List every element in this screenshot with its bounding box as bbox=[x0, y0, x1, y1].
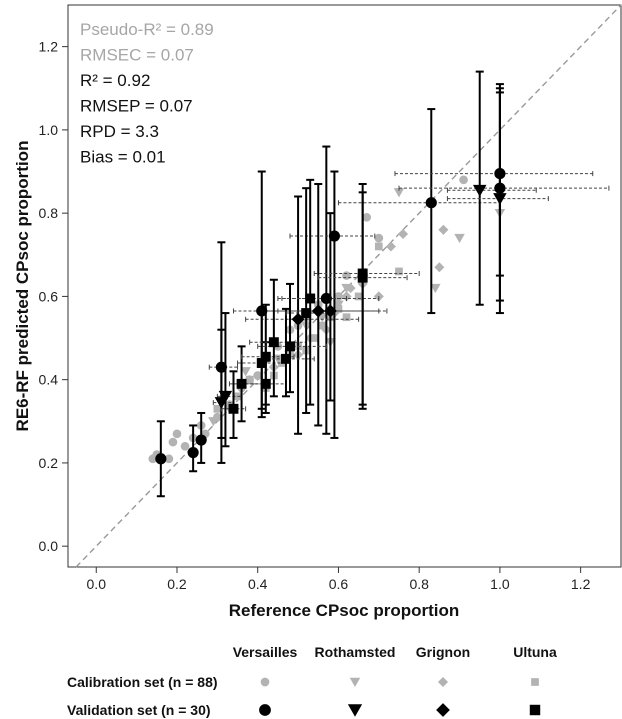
calibration-point-rothamsted bbox=[240, 367, 251, 377]
validation-point-versailles bbox=[328, 230, 340, 242]
plot-frame bbox=[67, 4, 622, 568]
legend-marker-versailles bbox=[259, 704, 271, 716]
validation-point-ultuna bbox=[301, 308, 312, 319]
y-tick-label: 0.6 bbox=[39, 288, 59, 304]
calibration-point-rothamsted bbox=[430, 283, 441, 294]
validation-point-rothamsted bbox=[493, 193, 507, 205]
validation-point-grignon bbox=[311, 304, 325, 318]
x-tick-label: 0.4 bbox=[248, 576, 268, 592]
x-axis-ticks: 0.0 0.2 0.4 0.6 0.8 1.0 1.2 bbox=[87, 567, 591, 592]
calibration-point-ultuna bbox=[318, 321, 327, 330]
y-tick-label: 0.0 bbox=[39, 538, 59, 554]
calibration-point-ultuna bbox=[395, 267, 403, 276]
x-tick-label: 1.2 bbox=[571, 576, 591, 592]
stat-annotation: Bias = 0.01 bbox=[80, 148, 166, 167]
validation-point-ultuna bbox=[256, 358, 267, 368]
stat-annotation: RPD = 3.3 bbox=[80, 122, 159, 141]
validation-point-versailles bbox=[155, 453, 167, 465]
validation-point-ultuna bbox=[357, 268, 368, 279]
validation-point-ultuna bbox=[285, 341, 295, 352]
legend-site-rothamsted: Rothamsted bbox=[315, 644, 396, 660]
y-axis-ticks: 0.0 0.2 0.4 0.6 0.8 1.0 1.2 bbox=[39, 39, 68, 554]
validation-point-versailles bbox=[215, 361, 227, 373]
calibration-point-grignon bbox=[438, 224, 449, 235]
y-tick-label: 0.2 bbox=[39, 455, 59, 471]
calibration-point-versailles bbox=[168, 437, 178, 447]
legend-marker-grignon bbox=[436, 703, 450, 717]
legend-marker-rothamsted bbox=[347, 704, 363, 717]
calibration-point-grignon bbox=[397, 228, 409, 240]
validation-point-ultuna bbox=[260, 378, 271, 389]
legend-marker-ultuna bbox=[531, 678, 539, 686]
legend: Versailles Rothamsted Grignon Ultuna Calibra… bbox=[67, 644, 557, 718]
validation-point-grignon bbox=[323, 304, 337, 318]
calibration-point-versailles bbox=[374, 233, 384, 243]
calibration-point-grignon bbox=[434, 262, 445, 273]
x-tick-label: 0.8 bbox=[409, 576, 429, 592]
statistics-annotations: Pseudo-R² = 0.89 RMSEC = 0.07 R² = 0.92 RMS… bbox=[80, 20, 214, 167]
y-axis-label: RE6-RF predicted CPsoc proportion bbox=[13, 141, 32, 432]
calibration-point-versailles bbox=[253, 371, 263, 380]
calibration-point-grignon bbox=[345, 283, 356, 294]
validation-point-grignon bbox=[291, 312, 305, 326]
validation-point-ultuna bbox=[260, 351, 271, 362]
calibration-point-versailles bbox=[362, 212, 372, 222]
x-tick-label: 0.0 bbox=[87, 576, 107, 592]
validation-point-versailles bbox=[425, 197, 437, 209]
y-tick-label: 1.2 bbox=[39, 39, 59, 55]
legend-marker-ultuna bbox=[529, 704, 541, 716]
y-tick-label: 1.0 bbox=[39, 122, 59, 138]
legend-site-versailles: Versailles bbox=[233, 644, 298, 660]
validation-point-ultuna bbox=[305, 293, 316, 304]
validation-point-ultuna bbox=[228, 403, 239, 414]
legend-site-ultuna: Ultuna bbox=[513, 644, 557, 660]
calibration-point-ultuna bbox=[342, 313, 351, 322]
legend-set-label: Calibration set (n = 88) bbox=[67, 674, 218, 690]
validation-point-versailles bbox=[494, 168, 506, 180]
validation-points bbox=[155, 168, 507, 465]
calibration-point-ultuna bbox=[245, 375, 254, 384]
calibration-point-versailles bbox=[180, 441, 190, 451]
x-axis-label: Reference CPsoc proportion bbox=[229, 601, 460, 620]
calibration-point-versailles bbox=[164, 454, 174, 464]
legend-site-grignon: Grignon bbox=[416, 644, 470, 660]
calibration-point-ultuna bbox=[354, 292, 363, 301]
x-tick-label: 1.0 bbox=[490, 576, 510, 592]
calibration-point-versailles bbox=[459, 175, 468, 185]
validation-point-rothamsted bbox=[218, 390, 233, 403]
validation-point-versailles bbox=[195, 434, 207, 446]
calibration-point-versailles bbox=[342, 271, 351, 280]
calibration-point-ultuna bbox=[310, 334, 319, 342]
calibration-point-rothamsted bbox=[454, 233, 465, 244]
calibration-point-rothamsted bbox=[393, 188, 405, 198]
validation-point-ultuna bbox=[268, 337, 279, 348]
stat-annotation: Pseudo-R² = 0.89 bbox=[80, 20, 214, 39]
legend-set-label: Validation set (n = 30) bbox=[67, 702, 211, 718]
stat-annotation: RMSEC = 0.07 bbox=[80, 46, 194, 65]
stat-annotation: R² = 0.92 bbox=[80, 71, 150, 90]
x-tick-label: 0.2 bbox=[167, 576, 187, 592]
calibration-point-ultuna bbox=[213, 404, 222, 413]
validation-point-ultuna bbox=[281, 353, 291, 364]
x-tick-label: 0.6 bbox=[329, 576, 349, 592]
y-tick-label: 0.8 bbox=[39, 205, 59, 221]
calibration-point-grignon bbox=[385, 241, 396, 252]
stat-annotation: RMSEP = 0.07 bbox=[80, 97, 193, 116]
legend-marker-versailles bbox=[260, 677, 270, 687]
validation-point-versailles bbox=[256, 305, 268, 317]
calibration-point-versailles bbox=[172, 429, 182, 439]
legend-marker-rothamsted bbox=[349, 677, 361, 687]
legend-marker-grignon bbox=[437, 676, 449, 688]
calibration-point-ultuna bbox=[334, 305, 343, 313]
calibration-point-ultuna bbox=[374, 242, 383, 251]
validation-point-versailles bbox=[320, 292, 332, 305]
validation-point-rothamsted bbox=[472, 184, 487, 197]
validation-point-ultuna bbox=[236, 378, 247, 389]
validation-point-versailles bbox=[494, 182, 506, 194]
calibration-point-rothamsted bbox=[208, 417, 219, 427]
validation-point-versailles bbox=[187, 446, 199, 459]
y-tick-label: 0.4 bbox=[39, 372, 59, 388]
validation-error-bars bbox=[156, 70, 610, 498]
